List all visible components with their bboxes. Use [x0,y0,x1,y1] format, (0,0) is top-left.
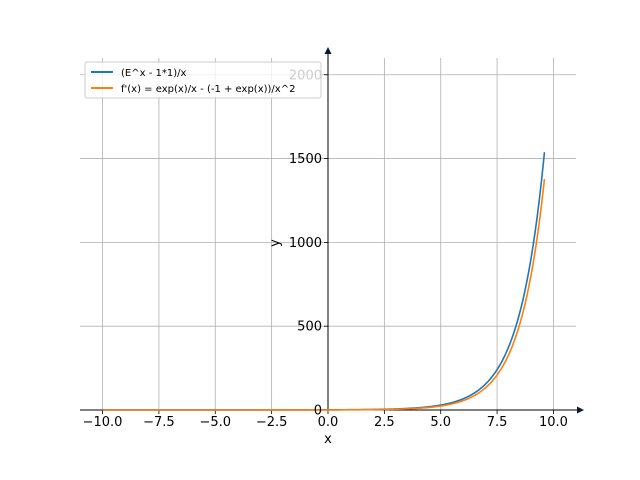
x-tick-label-5: 2.5 [374,415,395,430]
series-lines [102,152,546,411]
y-tick-label-1: 500 [297,320,322,335]
x-tick-label-7: 7.5 [487,415,508,430]
x-tick-label-4: 0.0 [318,415,339,430]
legend-entry-series-2: f'(x) = exp(x)/x - (-1 + exp(x))/x^2 [121,84,295,95]
series-line-2 [102,178,546,411]
tick-labels: −10.0 −7.5 −5.0 −2.5 0.0 2.5 5.0 7.5 10.0 0 500 100… [83,68,568,430]
x-axis-label: x [324,432,332,447]
y-tick-label-2: 1000 [289,236,322,251]
x-axis-arrow [577,406,584,414]
y-axis-arrow [324,47,332,54]
y-tick-label-0: 0 [314,404,322,419]
legend: (E^x - 1*1)/x f'(x) = exp(x)/x - (-1 + e… [84,61,322,99]
y-axis-label: y [268,239,283,247]
x-tick-label-6: 5.0 [430,415,451,430]
legend-frame [84,61,322,99]
x-tick-label-0: −10.0 [83,415,123,430]
x-tick-label-3: −2.5 [256,415,288,430]
legend-entry-series-1: (E^x - 1*1)/x [121,68,186,79]
x-tick-label-2: −5.0 [199,415,231,430]
y-tick-label-3: 1500 [289,152,322,167]
x-tick-label-1: −7.5 [143,415,175,430]
x-tick-label-8: 10.0 [539,415,568,430]
